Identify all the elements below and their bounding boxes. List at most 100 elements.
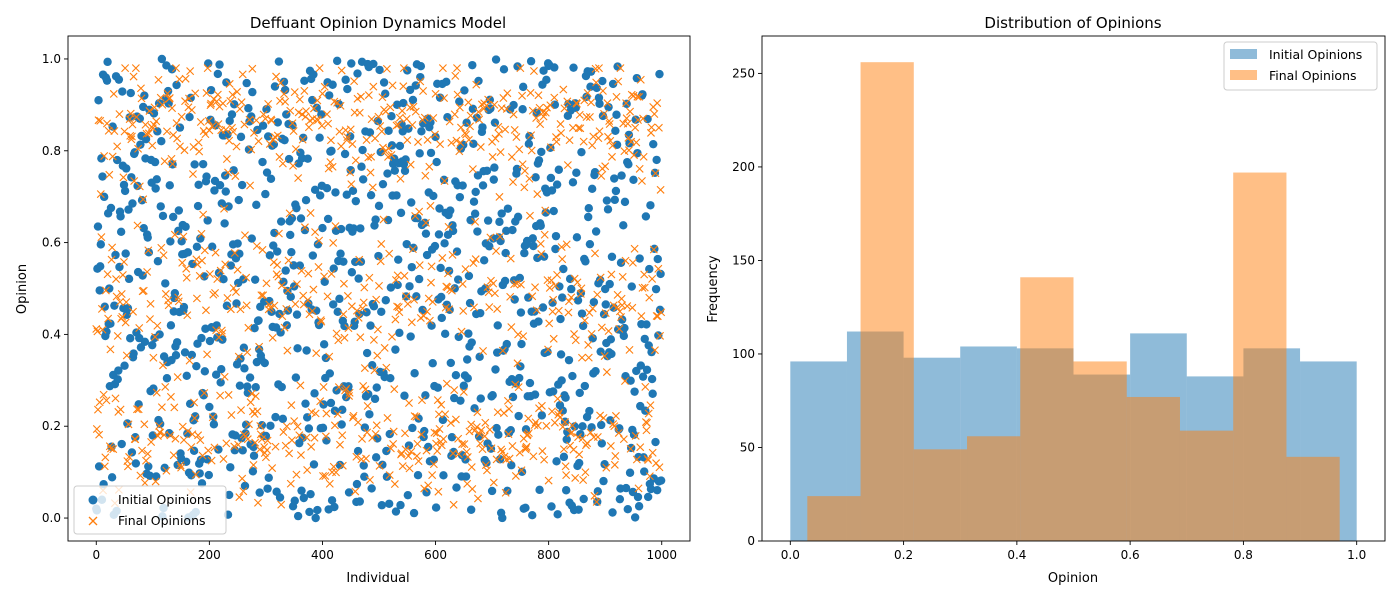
final-opinion-point	[494, 122, 503, 131]
initial-opinion-point	[456, 396, 465, 405]
final-opinion-point	[304, 123, 313, 132]
final-opinion-point	[428, 297, 437, 306]
final-opinion-point	[149, 120, 158, 129]
initial-opinion-point	[266, 174, 276, 183]
initial-opinion-point	[255, 488, 264, 497]
initial-opinion-point	[257, 420, 267, 430]
final-opinion-point	[421, 218, 430, 227]
initial-opinion-point	[124, 205, 133, 214]
final-opinion-point	[407, 447, 416, 456]
final-opinion-point	[365, 273, 374, 282]
initial-opinion-point	[177, 237, 186, 246]
final-opinion-point	[318, 89, 327, 98]
initial-opinion-point	[121, 249, 130, 258]
final-opinion-point	[188, 170, 197, 179]
final-opinion-point	[195, 147, 204, 156]
final-opinion-point	[196, 118, 205, 127]
final-opinion-point	[146, 315, 154, 324]
final-opinion-point	[384, 144, 393, 153]
initial-opinion-point	[653, 485, 662, 495]
initial-opinion-point	[600, 460, 609, 469]
final-opinion-point	[503, 89, 512, 98]
initial-opinion-point	[572, 233, 582, 242]
initial-opinion-point	[615, 494, 625, 504]
final-opinion-point	[362, 136, 371, 145]
final-opinion-point	[181, 97, 190, 106]
final-opinion-point	[118, 312, 127, 321]
initial-opinion-point	[239, 275, 248, 284]
final-opinion-point	[149, 353, 158, 362]
initial-opinion-point	[254, 316, 263, 325]
initial-opinion-point	[340, 149, 350, 159]
final-opinion-point	[166, 392, 175, 401]
initial-opinion-point	[627, 282, 636, 291]
initial-opinion-point	[144, 248, 154, 257]
final-opinion-point	[103, 270, 112, 279]
initial-opinion-point	[318, 223, 327, 233]
final-opinion-point	[365, 475, 374, 484]
final-opinion-point	[145, 106, 154, 115]
final-opinion-point	[376, 122, 385, 131]
final-opinion-point	[385, 471, 394, 480]
final-opinion-point	[438, 253, 447, 262]
final-opinion-point	[390, 480, 399, 489]
scatter-y-tick-label: 0.6	[42, 236, 61, 250]
initial-opinion-point	[221, 187, 230, 196]
initial-opinion-point	[296, 214, 306, 223]
initial-opinion-point	[122, 310, 132, 319]
initial-opinion-point	[377, 501, 387, 510]
final-opinion-point	[608, 141, 617, 150]
initial-opinion-point	[508, 225, 517, 235]
final-opinion-point	[251, 392, 260, 401]
final-opinion-point	[304, 269, 313, 278]
final-opinion-point	[553, 394, 562, 403]
final-opinion-point	[330, 421, 339, 430]
final-opinion-point	[605, 117, 614, 125]
final-opinion-point	[201, 306, 210, 315]
final-opinion-point	[326, 136, 335, 145]
final-opinion-point	[532, 114, 541, 123]
final-opinion-point	[484, 288, 493, 297]
final-opinion-point	[611, 411, 620, 420]
initial-opinion-point	[550, 63, 559, 72]
initial-opinion-point	[205, 402, 214, 412]
initial-opinion-point	[610, 174, 619, 183]
final-opinion-point	[287, 401, 296, 410]
final-opinion-point	[427, 262, 436, 271]
initial-opinion-point	[116, 212, 125, 221]
final-opinion-point	[238, 70, 247, 79]
final-opinion-point	[633, 116, 642, 124]
initial-opinion-point	[185, 112, 194, 122]
final-opinion-point	[390, 385, 399, 394]
initial-opinion-point	[405, 85, 415, 95]
initial-opinion-point	[209, 420, 219, 429]
final-opinion-point	[584, 353, 593, 362]
final-opinion-point	[499, 409, 508, 418]
initial-opinion-point	[302, 346, 311, 355]
final-opinion-point	[495, 192, 504, 201]
final-opinion-point	[205, 126, 214, 135]
histogram-y-tick-label: 200	[732, 160, 755, 174]
final-opinion-point	[281, 97, 290, 106]
initial-opinion-point	[624, 160, 633, 169]
final-opinion-point	[560, 104, 569, 113]
initial-opinion-point	[310, 185, 320, 195]
initial-opinion-point	[466, 215, 475, 225]
histogram-chart: Distribution of Opinions 0.0 0.2 0.4 0.6 0.8…	[706, 14, 1386, 586]
scatter-x-tick-label: 0	[92, 548, 100, 562]
initial-opinion-point	[437, 313, 446, 323]
initial-opinion-point	[216, 378, 225, 387]
final-opinion-point	[182, 273, 191, 282]
final-opinion-point	[128, 120, 137, 129]
initial-opinion-point	[432, 157, 441, 167]
final-opinion-point	[203, 64, 212, 73]
final-opinion-point	[464, 98, 473, 107]
final-opinion-point	[293, 280, 301, 289]
final-opinion-point	[588, 304, 597, 313]
final-opinion-point	[558, 255, 567, 264]
final-opinion-point	[416, 77, 425, 86]
final-opinion-point	[167, 154, 176, 163]
initial-opinion-point	[524, 139, 534, 149]
initial-opinion-point	[172, 80, 181, 90]
histogram-y-tick-label: 150	[732, 253, 755, 267]
